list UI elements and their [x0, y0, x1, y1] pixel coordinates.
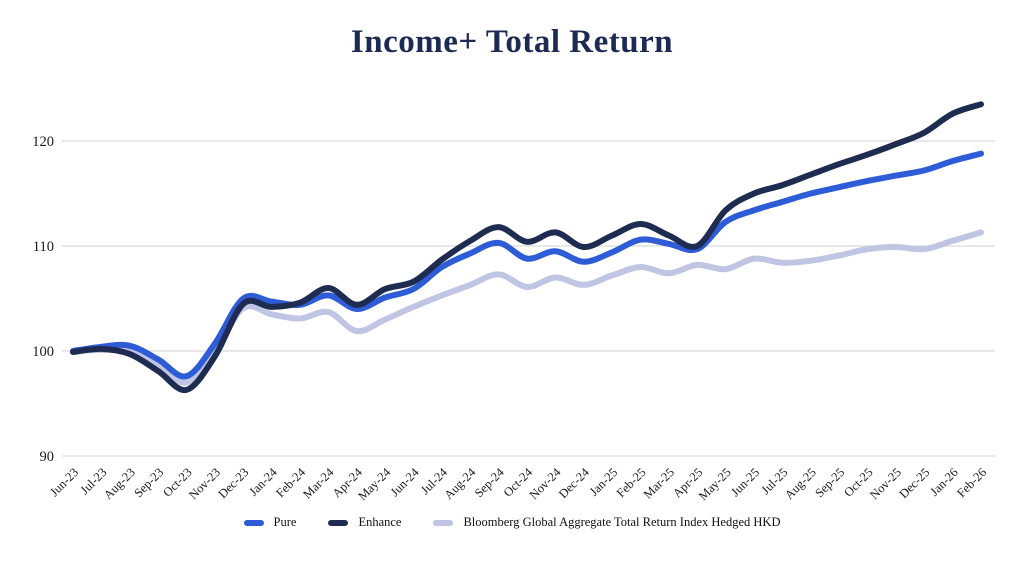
x-tick-label: Jun-23 — [47, 465, 81, 499]
legend-swatch-bloomberg-icon — [433, 519, 454, 526]
y-tick-label: 90 — [40, 449, 55, 465]
y-tick-label: 100 — [32, 344, 54, 360]
y-tick-label: 120 — [32, 134, 54, 150]
y-tick-label: 110 — [33, 239, 54, 255]
legend-label-bloomberg-index: Bloomberg Global Aggregate Total Return … — [463, 515, 781, 529]
x-tick-label: Nov-24 — [527, 465, 564, 502]
legend-swatch-enhance-icon — [328, 519, 349, 526]
series-line-enhance — [70, 101, 984, 394]
chart-title: Income+ Total Return — [350, 24, 674, 60]
x-tick-label: May-25 — [696, 465, 734, 503]
x-tick-label: Jan-26 — [927, 465, 960, 498]
x-tick-label: Feb-26 — [954, 465, 989, 500]
legend-item-pure: Pure — [243, 515, 297, 530]
legend-label-pure: Pure — [273, 515, 297, 529]
chart-legend: Pure Enhance Bloomberg Global Aggregate … — [0, 515, 1024, 530]
x-tick-label: Dec-25 — [896, 465, 932, 501]
x-tick-label: Aug-23 — [101, 465, 138, 502]
x-tick-label: Sep-23 — [131, 465, 166, 500]
x-tick-label: Dec-24 — [556, 465, 592, 501]
x-tick-label: Sep-25 — [812, 465, 847, 500]
x-tick-label: Sep-24 — [472, 465, 507, 500]
x-tick-label: Jan-25 — [587, 465, 620, 498]
legend-label-enhance: Enhance — [358, 515, 402, 529]
x-tick-label: Mar-24 — [300, 465, 337, 502]
x-tick-label: Mar-25 — [641, 465, 677, 501]
series-line-pure — [70, 150, 984, 380]
x-tick-label: Jun-24 — [388, 465, 422, 499]
legend-swatch-pure-icon — [243, 519, 264, 526]
x-tick-label: May-24 — [355, 465, 393, 503]
x-tick-label: Dec-23 — [215, 465, 251, 501]
x-tick-label: Aug-24 — [441, 465, 478, 502]
x-tick-label: Aug-25 — [782, 465, 819, 502]
legend-item-bloomberg-index: Bloomberg Global Aggregate Total Return … — [433, 515, 780, 530]
x-tick-label: Nov-23 — [186, 465, 223, 502]
legend-item-enhance: Enhance — [328, 515, 401, 530]
x-tick-label: Nov-25 — [867, 465, 904, 502]
x-tick-label: Jun-25 — [728, 465, 762, 499]
